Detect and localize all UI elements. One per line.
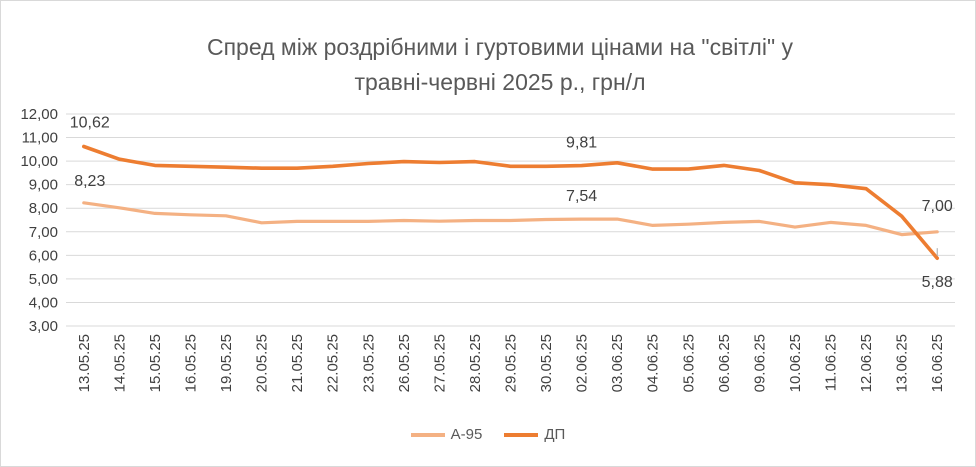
data-labels: 8,23 7,54 7,00 10,62 9,81 5,88 [70, 115, 953, 292]
series-line-a95 [82, 201, 939, 237]
legend-label-dp: ДП [544, 426, 566, 443]
x-tick-label: 30.05.25 [538, 334, 555, 392]
y-tick-label: 8,00 [29, 200, 58, 217]
x-tick-label: 26.05.25 [396, 334, 413, 392]
x-tick-label: 20.05.25 [254, 334, 271, 392]
gridlines [66, 113, 955, 327]
x-tick-label: 02.06.25 [574, 334, 591, 392]
chart-title-line-1: Спред між роздрібними і гуртовими цінами… [206, 34, 794, 60]
data-label: 8,23 [74, 173, 105, 190]
data-label: 7,54 [566, 188, 597, 205]
x-tick-label: 16.05.25 [182, 334, 199, 392]
x-tick-label: 11.06.25 [823, 334, 840, 391]
y-tick-label: 7,00 [29, 224, 58, 241]
legend-swatch-dp [504, 432, 539, 437]
y-tick-label: 12,00 [20, 106, 58, 123]
y-tick-label: 10,00 [20, 153, 58, 170]
legend-item-a95: А-95 [410, 426, 483, 443]
data-label: 7,00 [922, 198, 953, 215]
x-tick-label: 29.05.25 [503, 334, 520, 392]
series-line-dp [82, 144, 940, 261]
x-tick-label: 12.06.25 [858, 334, 875, 392]
series-lines [82, 144, 940, 261]
chart-title: Спред між роздрібними і гуртовими цінами… [80, 30, 920, 100]
x-tick-label: 14.05.25 [111, 334, 128, 392]
y-axis: 3,00 4,00 5,00 6,00 7,00 8,00 9,00 10,00 11,00 12… [20, 106, 58, 335]
x-tick-label: 05.06.25 [680, 334, 697, 392]
x-axis: 13.05.25 14.05.25 15.05.25 16.05.25 19.05.25… [76, 334, 946, 392]
chart-title-line-2: травні-червні 2025 р., грн/л [354, 69, 646, 95]
x-tick-label: 21.05.25 [289, 334, 306, 392]
data-label: 5,88 [922, 274, 953, 291]
legend: А-95 ДП [0, 426, 976, 443]
legend-item-dp: ДП [504, 426, 565, 443]
x-tick-label: 27.05.25 [431, 334, 448, 392]
x-tick-label: 19.05.25 [218, 334, 235, 392]
data-label: 9,81 [566, 135, 597, 152]
x-tick-label: 16.06.25 [929, 334, 946, 392]
legend-swatch-a95 [410, 432, 445, 437]
y-tick-label: 9,00 [29, 177, 58, 194]
x-tick-label: 22.05.25 [325, 334, 342, 392]
x-tick-label: 13.06.25 [894, 334, 911, 392]
x-tick-label: 10.06.25 [787, 334, 804, 392]
x-tick-label: 06.06.25 [716, 334, 733, 392]
x-tick-label: 15.05.25 [147, 334, 164, 392]
x-tick-label: 28.05.25 [467, 334, 484, 392]
y-tick-label: 4,00 [29, 294, 58, 311]
x-tick-label: 04.06.25 [645, 334, 662, 392]
y-tick-label: 6,00 [29, 247, 58, 264]
y-tick-label: 11,00 [22, 130, 58, 147]
x-tick-label: 23.05.25 [360, 334, 377, 392]
data-label: 10,62 [70, 115, 110, 132]
x-tick-label: 13.05.25 [76, 334, 93, 392]
y-tick-label: 5,00 [29, 271, 58, 288]
x-tick-label: 09.06.25 [751, 334, 768, 392]
y-tick-label: 3,00 [29, 318, 58, 335]
legend-label-a95: А-95 [450, 426, 483, 443]
x-tick-label: 03.06.25 [609, 334, 626, 392]
